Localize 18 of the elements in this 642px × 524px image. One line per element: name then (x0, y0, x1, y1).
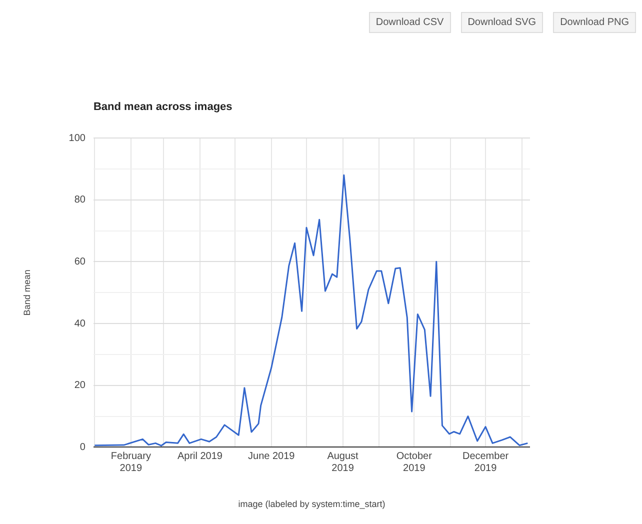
chart-title: Band mean across images (93, 101, 232, 113)
y-tick-label: 40 (74, 318, 86, 330)
text: Download SVG (460, 12, 544, 33)
x-tick-label: April 2019 (177, 450, 223, 462)
x-tick-label: December 2019 (462, 450, 510, 474)
y-tick-label: 20 (74, 380, 86, 392)
y-tick-label: 80 (74, 194, 86, 206)
text: Download PNG (553, 12, 636, 33)
y-tick-label: 100 (68, 132, 86, 144)
x-tick-label: October 2019 (396, 450, 433, 474)
y-axis-title: Band mean (22, 270, 32, 316)
y-tick-label: 60 (74, 256, 86, 268)
x-axis-title: image (labeled by system:time_start) (238, 499, 386, 510)
x-tick-label: August 2019 (327, 450, 359, 474)
x-tick-label: February 2019 (110, 450, 151, 474)
y-tick-label: 0 (80, 442, 86, 453)
x-tick-label: June 2019 (248, 450, 296, 462)
text: Download CSV (368, 12, 451, 33)
